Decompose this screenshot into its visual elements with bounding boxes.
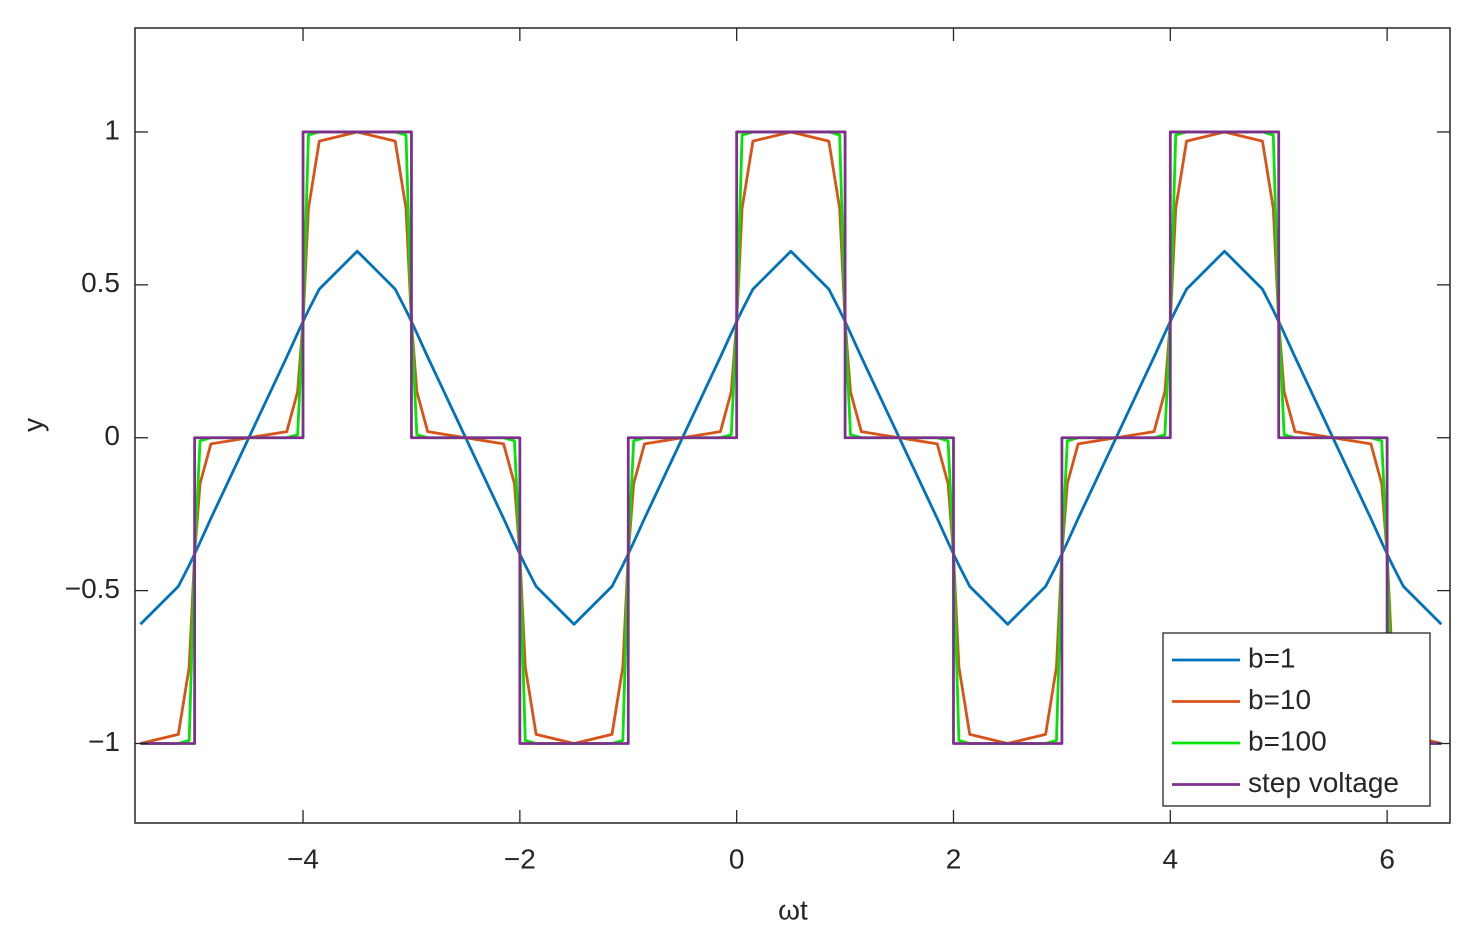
- legend-box: [1162, 632, 1431, 807]
- series-line: [139, 249, 1443, 626]
- legend-label: b=100: [1248, 725, 1327, 756]
- x-tick-label: 6: [1379, 843, 1395, 874]
- y-tick-label: −0.5: [65, 573, 120, 604]
- lines: [139, 130, 1443, 745]
- series-line: [140, 130, 1442, 745]
- y-tick-label: 1: [104, 114, 120, 145]
- legend-label: step voltage: [1248, 767, 1399, 798]
- y-axis-label: y: [17, 418, 48, 432]
- x-tick-label: 0: [729, 843, 745, 874]
- x-tick-label: −4: [287, 843, 319, 874]
- y-tick-label: 0.5: [81, 267, 120, 298]
- x-tick-label: −2: [504, 843, 536, 874]
- y-tick-label: 0: [104, 420, 120, 451]
- x-tick-label: 2: [946, 843, 962, 874]
- legend-label: b=10: [1248, 684, 1311, 715]
- y-tick-label: −1: [88, 726, 120, 757]
- x-tick-label: 4: [1163, 843, 1179, 874]
- legend-label: b=1: [1248, 642, 1296, 673]
- x-axis-label: ωt: [778, 894, 808, 925]
